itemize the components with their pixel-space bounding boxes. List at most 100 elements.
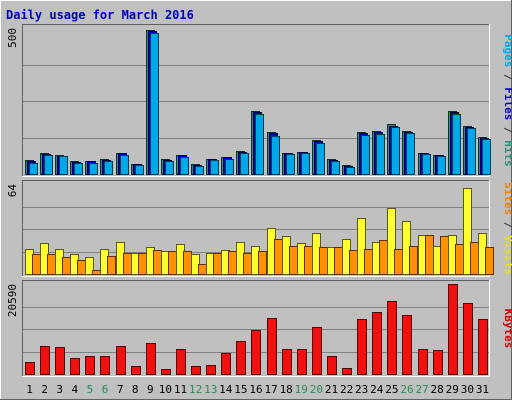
- bar-visits-sites-day-6: [107, 256, 116, 275]
- bar-kbytes-kbytes-day-26: [402, 315, 412, 375]
- bar-visits-sites-day-2: [47, 254, 56, 275]
- bar-visits-sites-day-17: [274, 239, 283, 275]
- bar-visits-visits-day-30: [463, 188, 472, 275]
- bar-visits-sites-day-22: [349, 250, 358, 275]
- bar-visits-visits-day-23: [357, 218, 366, 275]
- bar-visits-sites-day-7: [123, 253, 132, 275]
- bar-visits-sites-day-20: [319, 247, 328, 275]
- bar-kbytes-kbytes-day-2: [40, 346, 50, 375]
- x-tick-label-day-13: 13: [204, 383, 217, 396]
- bar-kbytes-kbytes-day-21: [327, 356, 337, 375]
- x-tick-label-day-2: 2: [41, 383, 48, 396]
- x-tick-label-day-11: 11: [174, 383, 187, 396]
- x-tick-label-day-19: 19: [295, 383, 308, 396]
- x-tick-label-day-22: 22: [340, 383, 353, 396]
- bar-hits-pages-day-20: [316, 143, 325, 175]
- bar-visits-sites-day-21: [334, 247, 343, 275]
- bar-hits-pages-day-17: [271, 136, 280, 175]
- x-tick-label-day-16: 16: [249, 383, 262, 396]
- bar-kbytes-kbytes-day-9: [146, 343, 156, 375]
- bar-kbytes-kbytes-day-15: [236, 341, 246, 375]
- bar-visits-sites-day-27: [425, 235, 434, 275]
- bar-hits-pages-day-22: [346, 167, 355, 175]
- bar-kbytes-kbytes-day-5: [85, 356, 95, 375]
- bar-kbytes-kbytes-day-4: [70, 358, 80, 375]
- bar-visits-sites-day-23: [364, 249, 373, 275]
- x-axis-labels: 1 2 3 4 5 6 7 8 9 10 11 12 13 14 15 16 17 18 19 20 21 22 23 24 2…: [26, 383, 489, 396]
- bar-hits-pages-day-25: [391, 127, 400, 175]
- bar-hits-pages-day-18: [286, 154, 295, 175]
- bar-hits-pages-day-26: [406, 133, 415, 175]
- chart-title: Daily usage for March 2016: [6, 8, 194, 22]
- bar-kbytes-kbytes-day-1: [25, 362, 35, 375]
- bar-visits-sites-day-14: [228, 251, 237, 275]
- bar-visits-sites-day-15: [243, 253, 252, 275]
- bar-hits-pages-day-29: [452, 114, 461, 175]
- bar-hits-pages-day-2: [44, 155, 53, 175]
- panel-visits-series-label: Sites / Visits: [502, 182, 512, 275]
- bar-kbytes-kbytes-day-22: [342, 368, 352, 375]
- bar-hits-pages-day-24: [376, 134, 385, 175]
- bar-visits-sites-day-26: [409, 246, 418, 275]
- panel-kbytes: 20590 KBytes: [6, 280, 512, 377]
- bar-kbytes-kbytes-day-8: [131, 366, 141, 375]
- bar-visits-sites-day-10: [168, 251, 177, 275]
- x-tick-label-day-24: 24: [370, 383, 384, 396]
- bar-visits-sites-day-1: [32, 254, 41, 275]
- x-tick-label-day-17: 17: [264, 383, 277, 396]
- bar-kbytes-kbytes-day-25: [387, 301, 397, 375]
- bar-visits-sites-day-30: [470, 242, 479, 275]
- panel-hits-series-label-part: /: [502, 67, 512, 87]
- x-tick-label-day-4: 4: [72, 383, 79, 396]
- x-tick-label-day-29: 29: [446, 383, 459, 396]
- bar-hits-pages-day-6: [104, 161, 113, 175]
- x-tick-label-day-20: 20: [310, 383, 323, 396]
- bar-hits-pages-day-19: [301, 153, 310, 175]
- bar-visits-sites-day-16: [258, 251, 267, 275]
- panel-kbytes-series-label: KBytes: [502, 309, 512, 349]
- bar-hits-pages-day-21: [331, 161, 340, 175]
- bar-kbytes-kbytes-day-16: [251, 330, 261, 375]
- bar-hits-pages-day-30: [467, 128, 476, 175]
- bar-hits-pages-day-3: [59, 156, 68, 175]
- panel-visits-series-label-part: Sites: [502, 182, 512, 215]
- bar-kbytes-kbytes-day-19: [297, 349, 307, 375]
- bar-hits-pages-day-13: [210, 160, 219, 175]
- x-tick-label-day-5: 5: [87, 383, 94, 396]
- bar-hits-pages-day-15: [240, 153, 249, 175]
- bar-hits-pages-day-14: [225, 159, 234, 175]
- x-tick-label-day-9: 9: [147, 383, 154, 396]
- bar-kbytes-kbytes-day-31: [478, 319, 488, 375]
- bar-hits-pages-day-11: [180, 157, 189, 175]
- panel-hits-series-label-part: Files: [502, 87, 512, 120]
- x-tick-label-day-12: 12: [189, 383, 202, 396]
- bar-kbytes-kbytes-day-23: [357, 319, 367, 375]
- bar-hits-pages-day-10: [165, 161, 174, 175]
- bar-kbytes-kbytes-day-6: [100, 356, 110, 375]
- bar-kbytes-kbytes-day-13: [206, 365, 216, 375]
- x-tick-label-day-26: 26: [400, 383, 413, 396]
- bar-kbytes-kbytes-day-20: [312, 327, 322, 375]
- panel-kbytes-series-label-part: KBytes: [502, 309, 512, 349]
- panel-visits-series-label-part: /: [502, 215, 512, 235]
- x-tick-label-day-6: 6: [102, 383, 109, 396]
- bar-hits-pages-day-12: [195, 166, 204, 175]
- bar-kbytes-kbytes-day-29: [448, 284, 458, 375]
- bar-visits-sites-day-11: [183, 251, 192, 275]
- bar-kbytes-kbytes-day-14: [221, 353, 231, 375]
- bar-hits-pages-day-7: [120, 155, 129, 175]
- panel-kbytes-max-label: 20590: [6, 284, 19, 317]
- x-tick-label-day-18: 18: [280, 383, 293, 396]
- x-tick-label-day-8: 8: [132, 383, 139, 396]
- x-tick-label-day-28: 28: [431, 383, 444, 396]
- bar-hits-pages-day-9: [150, 33, 159, 175]
- bar-hits-pages-day-5: [89, 163, 98, 175]
- panel-hits-series-label-part: Hits: [502, 140, 512, 167]
- bar-visits-sites-day-8: [138, 253, 147, 275]
- bar-visits-sites-day-29: [455, 244, 464, 275]
- bar-hits-pages-day-23: [361, 135, 370, 175]
- panel-hits-max-label: 500: [6, 28, 19, 48]
- bar-hits-pages-day-28: [437, 156, 446, 175]
- panel-hits-series-label-part: /: [502, 120, 512, 140]
